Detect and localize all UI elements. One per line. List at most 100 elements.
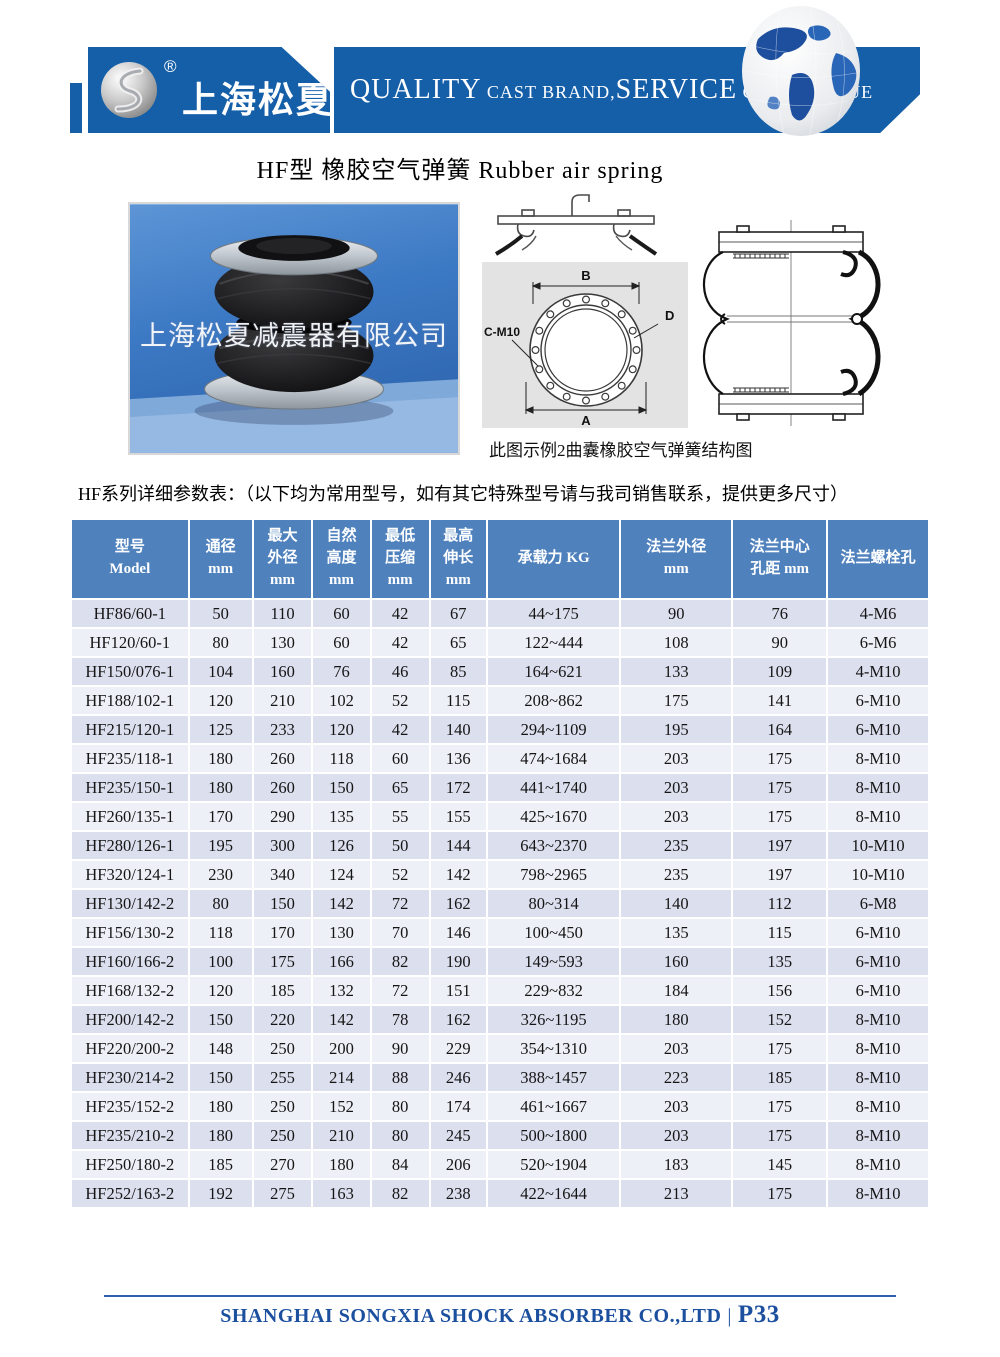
- table-cell: 441~1740: [487, 774, 620, 801]
- table-cell: 8-M10: [828, 1093, 928, 1120]
- table-cell: 798~2965: [487, 861, 620, 888]
- table-cell: 100: [189, 948, 252, 975]
- table-cell: 175: [733, 1180, 827, 1207]
- table-row: HF235/152-2 180 250 152 80 174 461~1667 203 175 8…: [72, 1093, 928, 1120]
- table-row: HF150/076-1 104 160 76 46 85 164~621 133 109 4-M1…: [72, 658, 928, 685]
- table-cell: 185: [733, 1064, 827, 1091]
- product-photo: 上海松夏减震器有限公司: [128, 202, 460, 455]
- air-spring-photo-image: [130, 204, 458, 453]
- table-cell: 195: [621, 716, 732, 743]
- table-row: HF235/118-1 180 260 118 60 136 474~1684 203 175 8…: [72, 745, 928, 772]
- drawing-caption: 此图示例2曲囊橡胶空气弹簧结构图: [489, 441, 753, 460]
- table-cell: 185: [189, 1151, 252, 1178]
- table-cell: 183: [621, 1151, 732, 1178]
- table-cell: HF252/163-2: [72, 1180, 188, 1207]
- column-header: 自然 高度 mm: [313, 520, 370, 598]
- table-cell: 197: [733, 861, 827, 888]
- table-cell: 141: [733, 687, 827, 714]
- table-cell: 260: [253, 745, 312, 772]
- table-cell: 52: [371, 861, 429, 888]
- table-cell: HF260/135-1: [72, 803, 188, 830]
- table-cell: 104: [189, 658, 252, 685]
- table-cell: HF168/132-2: [72, 977, 188, 1004]
- column-header: 法兰中心 孔距 mm: [733, 520, 827, 598]
- table-cell: 44~175: [487, 600, 620, 627]
- table-cell: 90: [371, 1035, 429, 1062]
- table-cell: HF150/076-1: [72, 658, 188, 685]
- table-cell: 208~862: [487, 687, 620, 714]
- table-cell: 250: [253, 1035, 312, 1062]
- table-cell: 195: [189, 832, 252, 859]
- table-cell: HF130/142-2: [72, 890, 188, 917]
- table-cell: 102: [313, 687, 370, 714]
- table-cell: 275: [253, 1180, 312, 1207]
- table-cell: 84: [371, 1151, 429, 1178]
- dim-label-b: B: [581, 268, 590, 283]
- table-cell: 6-M10: [828, 687, 928, 714]
- table-cell: 6-M10: [828, 919, 928, 946]
- table-row: HF235/210-2 180 250 210 80 245 500~1800 203 175 8…: [72, 1122, 928, 1149]
- table-cell: 6-M10: [828, 716, 928, 743]
- table-cell: 118: [189, 919, 252, 946]
- table-cell: 388~1457: [487, 1064, 620, 1091]
- table-cell: 72: [371, 977, 429, 1004]
- table-cell: 255: [253, 1064, 312, 1091]
- table-cell: 115: [733, 919, 827, 946]
- table-cell: 148: [189, 1035, 252, 1062]
- table-cell: 82: [371, 948, 429, 975]
- photo-watermark: 上海松夏减震器有限公司: [140, 320, 448, 351]
- table-cell: 82: [371, 1180, 429, 1207]
- column-header: 型号 Model: [72, 520, 188, 598]
- table-cell: 152: [733, 1006, 827, 1033]
- table-cell: 180: [189, 745, 252, 772]
- table-cell: 50: [189, 600, 252, 627]
- flange-top-view-drawing: B A C-M10 D: [484, 268, 674, 428]
- table-cell: 10-M10: [828, 861, 928, 888]
- table-cell: 70: [371, 919, 429, 946]
- table-cell: 8-M10: [828, 1006, 928, 1033]
- column-header: 最低 压缩 mm: [371, 520, 429, 598]
- table-cell: 60: [313, 629, 370, 656]
- table-cell: 229: [430, 1035, 486, 1062]
- column-header: 法兰螺栓孔: [828, 520, 928, 598]
- table-cell: 8-M10: [828, 1035, 928, 1062]
- table-row: HF230/214-2 150 255 214 88 246 388~1457 223 185 8…: [72, 1064, 928, 1091]
- table-cell: 150: [189, 1064, 252, 1091]
- table-cell: 180: [189, 1093, 252, 1120]
- dim-label-d: D: [665, 308, 674, 323]
- table-cell: 184: [621, 977, 732, 1004]
- table-cell: 260: [253, 774, 312, 801]
- column-header: 通径 mm: [189, 520, 252, 598]
- table-cell: 250: [253, 1122, 312, 1149]
- table-cell: 142: [430, 861, 486, 888]
- table-cell: 210: [313, 1122, 370, 1149]
- table-cell: 175: [733, 745, 827, 772]
- slogan-cast-brand: CAST BRAND,: [481, 82, 616, 102]
- table-row: HF235/150-1 180 260 150 65 172 441~1740 203 175 8…: [72, 774, 928, 801]
- table-cell: 294~1109: [487, 716, 620, 743]
- flange-top-view-panel: B A C-M10 D: [482, 262, 688, 428]
- table-cell: 146: [430, 919, 486, 946]
- table-cell: 120: [189, 977, 252, 1004]
- spec-table-wrap: 型号 Model 通径 mm 最大 外径 mm 自然 高度 mm 最低 压缩 mm 最高 …: [70, 518, 930, 1209]
- table-cell: 122~444: [487, 629, 620, 656]
- table-cell: HF215/120-1: [72, 716, 188, 743]
- banner-side-bar: [70, 83, 82, 133]
- table-cell: 180: [189, 774, 252, 801]
- table-cell: 185: [253, 977, 312, 1004]
- table-cell: HF220/200-2: [72, 1035, 188, 1062]
- footer-text: SHANGHAI SONGXIA SHOCK ABSORBER CO.,LTD |…: [0, 1301, 1000, 1329]
- table-cell: 140: [621, 890, 732, 917]
- table-cell: 250: [253, 1093, 312, 1120]
- table-cell: 150: [253, 890, 312, 917]
- table-cell: 164: [733, 716, 827, 743]
- footer-page-number: P33: [737, 1301, 780, 1328]
- table-cell: 136: [430, 745, 486, 772]
- table-row: HF200/142-2 150 220 142 78 162 326~1195 180 152 8…: [72, 1006, 928, 1033]
- table-cell: 164~621: [487, 658, 620, 685]
- spec-table: 型号 Model 通径 mm 最大 外径 mm 自然 高度 mm 最低 压缩 mm 最高 …: [70, 518, 930, 1209]
- table-cell: HF235/118-1: [72, 745, 188, 772]
- table-cell: 6-M6: [828, 629, 928, 656]
- table-cell: 172: [430, 774, 486, 801]
